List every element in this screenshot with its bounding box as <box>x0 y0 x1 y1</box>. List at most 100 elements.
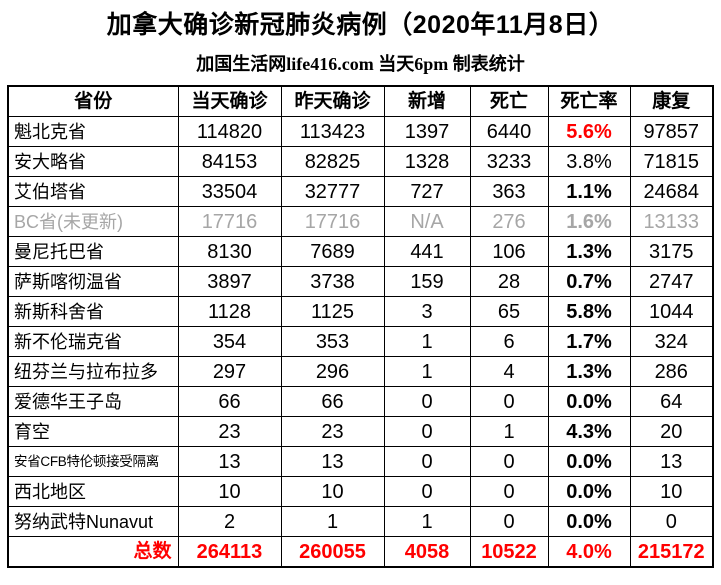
cell-deaths: 65 <box>469 296 549 327</box>
table-row: 西北地区 10 10 0 0 0.0% 10 <box>7 476 714 507</box>
cell-yesterday-confirmed: 13 <box>280 446 385 477</box>
cell-deaths: 0 <box>469 386 549 417</box>
header-today-confirmed: 当天确诊 <box>177 85 282 117</box>
total-today: 264113 <box>177 536 282 568</box>
cell-death-rate: 1.6% <box>547 206 631 237</box>
cell-new-cases: 1 <box>383 506 471 537</box>
header-recovered: 康复 <box>629 85 714 117</box>
cell-new-cases: 0 <box>383 386 471 417</box>
cell-deaths: 4 <box>469 356 549 387</box>
table-row: 安大略省 84153 82825 1328 3233 3.8% 71815 <box>7 146 714 177</box>
cell-province: BC省(未更新) <box>7 206 179 237</box>
cell-deaths: 0 <box>469 446 549 477</box>
cell-province: 魁北克省 <box>7 116 179 147</box>
cell-deaths: 363 <box>469 176 549 207</box>
page: 加拿大确诊新冠肺炎病例（2020年11月8日） 加国生活网life416.com… <box>7 11 714 568</box>
cell-province: 艾伯塔省 <box>7 176 179 207</box>
cell-today-confirmed: 84153 <box>177 146 282 177</box>
cell-today-confirmed: 2 <box>177 506 282 537</box>
cell-recovered: 24684 <box>629 176 714 207</box>
cell-death-rate: 0.7% <box>547 266 631 297</box>
cell-yesterday-confirmed: 113423 <box>280 116 385 147</box>
cell-death-rate: 4.3% <box>547 416 631 447</box>
cell-province: 安大略省 <box>7 146 179 177</box>
header-new-cases: 新增 <box>383 85 471 117</box>
cell-new-cases: 0 <box>383 416 471 447</box>
cell-new-cases: 727 <box>383 176 471 207</box>
covid-stats-table: 省份 当天确诊 昨天确诊 新增 死亡 死亡率 康复 魁北克省 114820 11… <box>7 85 714 568</box>
cell-recovered: 13 <box>629 446 714 477</box>
cell-deaths: 276 <box>469 206 549 237</box>
cell-deaths: 1 <box>469 416 549 447</box>
cell-today-confirmed: 17716 <box>177 206 282 237</box>
cell-recovered: 1044 <box>629 296 714 327</box>
cell-recovered: 71815 <box>629 146 714 177</box>
cell-death-rate: 3.8% <box>547 146 631 177</box>
cell-province: 纽芬兰与拉布拉多 <box>7 356 179 387</box>
cell-province: 安省CFB特伦顿接受隔离 <box>7 446 179 477</box>
cell-deaths: 6440 <box>469 116 549 147</box>
table-row: 艾伯塔省 33504 32777 727 363 1.1% 24684 <box>7 176 714 207</box>
cell-new-cases: 1397 <box>383 116 471 147</box>
cell-yesterday-confirmed: 66 <box>280 386 385 417</box>
total-yesterday: 260055 <box>280 536 385 568</box>
cell-yesterday-confirmed: 1125 <box>280 296 385 327</box>
page-title: 加拿大确诊新冠肺炎病例（2020年11月8日） <box>106 11 615 39</box>
table-row: 魁北克省 114820 113423 1397 6440 5.6% 97857 <box>7 116 714 147</box>
cell-new-cases: 0 <box>383 446 471 477</box>
cell-deaths: 28 <box>469 266 549 297</box>
cell-recovered: 2747 <box>629 266 714 297</box>
total-death-rate: 4.0% <box>547 536 631 568</box>
table-row: 育空 23 23 0 1 4.3% 20 <box>7 416 714 447</box>
cell-province: 萨斯喀彻温省 <box>7 266 179 297</box>
cell-recovered: 286 <box>629 356 714 387</box>
cell-today-confirmed: 3897 <box>177 266 282 297</box>
header-province: 省份 <box>7 85 179 117</box>
cell-recovered: 10 <box>629 476 714 507</box>
cell-yesterday-confirmed: 353 <box>280 326 385 357</box>
cell-new-cases: 441 <box>383 236 471 267</box>
cell-death-rate: 0.0% <box>547 386 631 417</box>
cell-yesterday-confirmed: 17716 <box>280 206 385 237</box>
cell-today-confirmed: 33504 <box>177 176 282 207</box>
cell-recovered: 13133 <box>629 206 714 237</box>
cell-new-cases: 1 <box>383 326 471 357</box>
cell-death-rate: 1.7% <box>547 326 631 357</box>
cell-recovered: 64 <box>629 386 714 417</box>
table-row: 爱德华王子岛 66 66 0 0 0.0% 64 <box>7 386 714 417</box>
cell-recovered: 20 <box>629 416 714 447</box>
cell-today-confirmed: 297 <box>177 356 282 387</box>
header-yesterday-confirmed: 昨天确诊 <box>280 85 385 117</box>
cell-deaths: 0 <box>469 476 549 507</box>
cell-yesterday-confirmed: 10 <box>280 476 385 507</box>
cell-today-confirmed: 114820 <box>177 116 282 147</box>
cell-today-confirmed: 1128 <box>177 296 282 327</box>
cell-yesterday-confirmed: 3738 <box>280 266 385 297</box>
cell-today-confirmed: 8130 <box>177 236 282 267</box>
cell-deaths: 0 <box>469 506 549 537</box>
cell-today-confirmed: 354 <box>177 326 282 357</box>
cell-yesterday-confirmed: 1 <box>280 506 385 537</box>
cell-new-cases: 3 <box>383 296 471 327</box>
total-deaths: 10522 <box>469 536 549 568</box>
cell-province: 新斯科舍省 <box>7 296 179 327</box>
header-deaths: 死亡 <box>469 85 549 117</box>
cell-yesterday-confirmed: 23 <box>280 416 385 447</box>
cell-death-rate: 1.3% <box>547 236 631 267</box>
cell-yesterday-confirmed: 296 <box>280 356 385 387</box>
cell-death-rate: 5.8% <box>547 296 631 327</box>
cell-recovered: 97857 <box>629 116 714 147</box>
cell-province: 爱德华王子岛 <box>7 386 179 417</box>
cell-death-rate: 1.3% <box>547 356 631 387</box>
cell-today-confirmed: 23 <box>177 416 282 447</box>
cell-death-rate: 0.0% <box>547 476 631 507</box>
cell-death-rate: 5.6% <box>547 116 631 147</box>
total-new: 4058 <box>383 536 471 568</box>
total-label: 总数 <box>7 536 179 568</box>
cell-deaths: 6 <box>469 326 549 357</box>
cell-yesterday-confirmed: 7689 <box>280 236 385 267</box>
table-row: 新斯科舍省 1128 1125 3 65 5.8% 1044 <box>7 296 714 327</box>
cell-yesterday-confirmed: 82825 <box>280 146 385 177</box>
table-row: 曼尼托巴省 8130 7689 441 106 1.3% 3175 <box>7 236 714 267</box>
cell-yesterday-confirmed: 32777 <box>280 176 385 207</box>
